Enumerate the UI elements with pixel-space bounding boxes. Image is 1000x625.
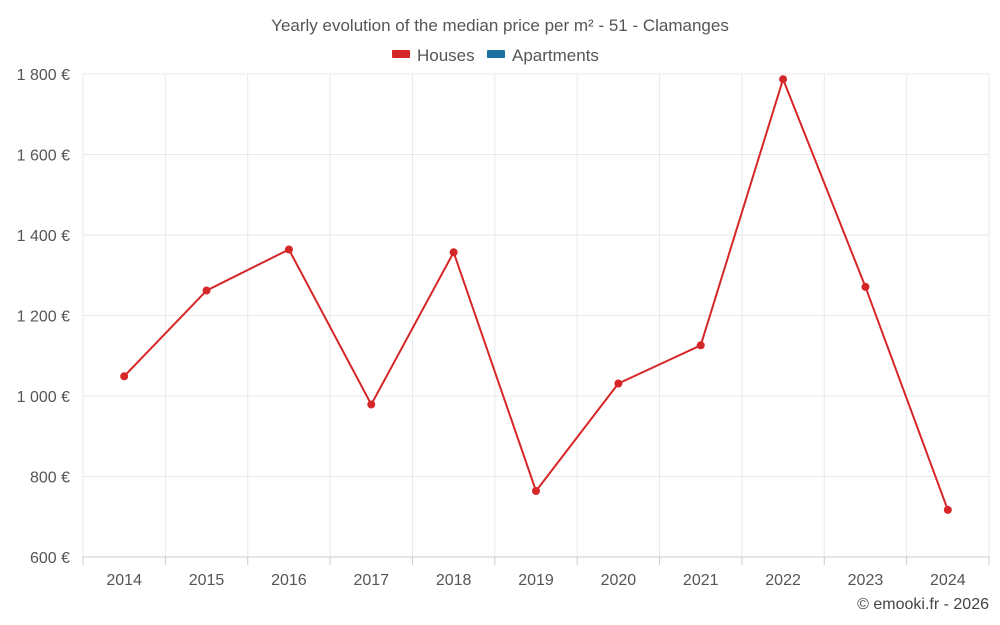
y-gridlines xyxy=(83,73,989,558)
series-layer xyxy=(120,75,952,514)
data-point-houses-2021[interactable] xyxy=(696,341,705,350)
x-tick-label: 2020 xyxy=(601,572,637,589)
data-point-houses-2016[interactable] xyxy=(284,245,293,254)
x-tick-label: 2021 xyxy=(683,572,719,589)
legend-item-apartments[interactable]: Apartments xyxy=(487,46,599,65)
data-point-houses-2020[interactable] xyxy=(614,379,623,388)
legend-swatch-apartments xyxy=(487,50,505,58)
x-tick-label: 2014 xyxy=(106,572,142,589)
data-point-houses-2017[interactable] xyxy=(367,400,376,409)
credit-text: © emooki.fr - 2026 xyxy=(857,596,989,613)
legend-swatch-houses xyxy=(392,50,410,58)
data-point-houses-2024[interactable] xyxy=(943,505,952,514)
legend: Houses Apartments xyxy=(392,46,599,65)
legend-label-houses: Houses xyxy=(417,46,475,65)
x-tick-label: 2023 xyxy=(848,572,884,589)
x-tick-label: 2018 xyxy=(436,572,472,589)
y-tick-label: 1 600 € xyxy=(17,148,70,165)
data-point-houses-2023[interactable] xyxy=(861,282,870,291)
y-tick-label: 1 000 € xyxy=(17,389,70,406)
y-tick-label: 800 € xyxy=(30,470,70,487)
x-tick-label: 2022 xyxy=(765,572,801,589)
y-tick-label: 600 € xyxy=(30,550,70,567)
y-tick-label: 1 200 € xyxy=(17,309,70,326)
x-tick-label: 2024 xyxy=(930,572,966,589)
data-point-houses-2022[interactable] xyxy=(779,75,788,84)
x-tick-label: 2017 xyxy=(353,572,389,589)
y-tick-label: 1 400 € xyxy=(17,228,70,245)
y-axis-ticks: 600 € 800 € 1 000 € 1 200 € 1 400 € 1 600 € 1 … xyxy=(17,67,70,567)
x-tick-label: 2015 xyxy=(189,572,225,589)
chart-title: Yearly evolution of the median price per… xyxy=(271,16,729,35)
data-point-houses-2019[interactable] xyxy=(532,486,540,495)
legend-item-houses[interactable]: Houses xyxy=(392,46,475,65)
y-tick-label: 1 800 € xyxy=(17,67,70,84)
x-gridlines xyxy=(82,74,990,565)
x-tick-label: 2016 xyxy=(271,572,307,589)
data-point-houses-2018[interactable] xyxy=(449,248,458,257)
data-point-houses-2015[interactable] xyxy=(202,286,211,295)
legend-label-apartments: Apartments xyxy=(512,46,599,65)
x-axis-ticks: 2014 2015 2016 2017 2018 2019 2020 2021 2022 2023… xyxy=(106,572,965,589)
x-tick-label: 2019 xyxy=(518,572,554,589)
data-point-houses-2014[interactable] xyxy=(120,372,129,381)
